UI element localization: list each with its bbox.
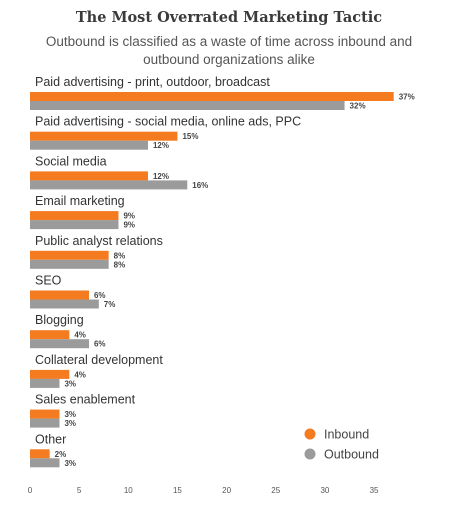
legend-item-outbound: Outbound <box>304 448 379 462</box>
category-label: Other <box>35 432 66 446</box>
category-label: Paid advertising - print, outdoor, broad… <box>35 75 270 89</box>
x-tick-label: 15 <box>173 486 182 495</box>
value-label-inbound: 6% <box>94 291 106 300</box>
legend-label: Inbound <box>324 428 369 442</box>
bar-inbound <box>30 369 70 379</box>
bar-inbound <box>30 449 50 459</box>
value-label-outbound: 12% <box>153 141 169 150</box>
value-label-outbound: 6% <box>94 340 106 349</box>
category-label: Social media <box>35 154 107 168</box>
chart-title: The Most Overrated Marketing Tactic <box>75 9 383 26</box>
value-label-outbound: 32% <box>350 102 366 111</box>
legend-item-inbound: Inbound <box>304 428 369 442</box>
category-label: Email marketing <box>35 194 125 208</box>
bar-inbound <box>30 211 119 221</box>
value-label-inbound: 3% <box>64 410 76 419</box>
category-social-media: Social media 12% 16% <box>30 154 208 190</box>
value-label-inbound: 15% <box>182 132 198 141</box>
bar-inbound <box>30 290 89 300</box>
x-tick-label: 10 <box>124 486 133 495</box>
bar-inbound <box>30 131 178 141</box>
legend-label: Outbound <box>324 448 379 462</box>
category-email-marketing: Email marketing 9%9% <box>30 194 135 230</box>
legend-marker <box>304 428 316 440</box>
x-axis: 0 5 10 15 20 25 30 35 <box>28 486 379 495</box>
value-label-outbound: 3% <box>64 379 76 388</box>
bar-inbound <box>30 330 70 340</box>
bar-outbound <box>30 180 188 190</box>
x-tick-label: 30 <box>320 486 329 495</box>
category-other: Other 2%3% <box>30 432 76 468</box>
value-label-outbound: 3% <box>64 459 76 468</box>
category-paid-advertising-social-media-online-ads-ppc: Paid advertising - social media, online … <box>30 115 301 150</box>
category-label: Blogging <box>35 313 84 327</box>
bar-inbound <box>30 171 148 181</box>
bar-outbound <box>30 101 345 110</box>
bar-groups: Paid advertising - print, outdoor, broad… <box>30 75 415 468</box>
x-tick-label: 20 <box>222 486 231 495</box>
value-label-inbound: 9% <box>123 212 135 221</box>
category-collateral-development: Collateral development 4%3% <box>30 353 163 388</box>
chart-subtitle: Outbound is classified as a waste of tim… <box>45 34 413 67</box>
bar-outbound <box>30 299 99 309</box>
value-label-outbound: 8% <box>114 260 126 269</box>
legend: Inbound Outbound <box>304 428 379 462</box>
x-tick-label: 5 <box>77 486 82 495</box>
value-label-outbound: 3% <box>64 419 76 428</box>
bar-outbound <box>30 378 60 388</box>
value-label-inbound: 8% <box>114 251 126 260</box>
legend-marker <box>304 448 316 460</box>
bar-outbound <box>30 458 60 468</box>
x-tick-label: 35 <box>370 486 379 495</box>
category-sales-enablement: Sales enablement 3%3% <box>30 393 136 428</box>
bar-inbound <box>30 250 109 260</box>
bar-outbound <box>30 140 148 150</box>
value-label-inbound: 4% <box>74 370 86 379</box>
value-label-inbound: 37% <box>399 93 415 102</box>
bar-outbound <box>30 259 109 269</box>
value-label-inbound: 12% <box>153 172 169 181</box>
category-seo: SEO 6%7% <box>30 274 116 309</box>
bar-inbound <box>30 92 394 101</box>
category-label: Collateral development <box>35 353 163 367</box>
x-tick-label: 25 <box>271 486 280 495</box>
value-label-outbound: 9% <box>123 221 135 230</box>
category-blogging: Blogging 4% 6% <box>30 313 106 349</box>
category-label: Paid advertising - social media, online … <box>35 115 301 129</box>
category-label: SEO <box>35 274 62 288</box>
category-paid-advertising-print-outdoor-broadcast: Paid advertising - print, outdoor, broad… <box>30 75 415 111</box>
category-label: Sales enablement <box>35 393 136 407</box>
category-public-analyst-relations: Public analyst relations 8%8% <box>30 234 163 269</box>
value-label-outbound: 16% <box>192 181 208 190</box>
bar-inbound <box>30 409 60 419</box>
x-tick-label: 0 <box>28 486 33 495</box>
bar-outbound <box>30 220 119 230</box>
category-label: Public analyst relations <box>35 234 163 248</box>
value-label-inbound: 4% <box>74 331 86 340</box>
value-label-inbound: 2% <box>55 450 67 459</box>
value-label-outbound: 7% <box>104 300 116 309</box>
bar-outbound <box>30 418 60 428</box>
bar-outbound <box>30 339 89 349</box>
